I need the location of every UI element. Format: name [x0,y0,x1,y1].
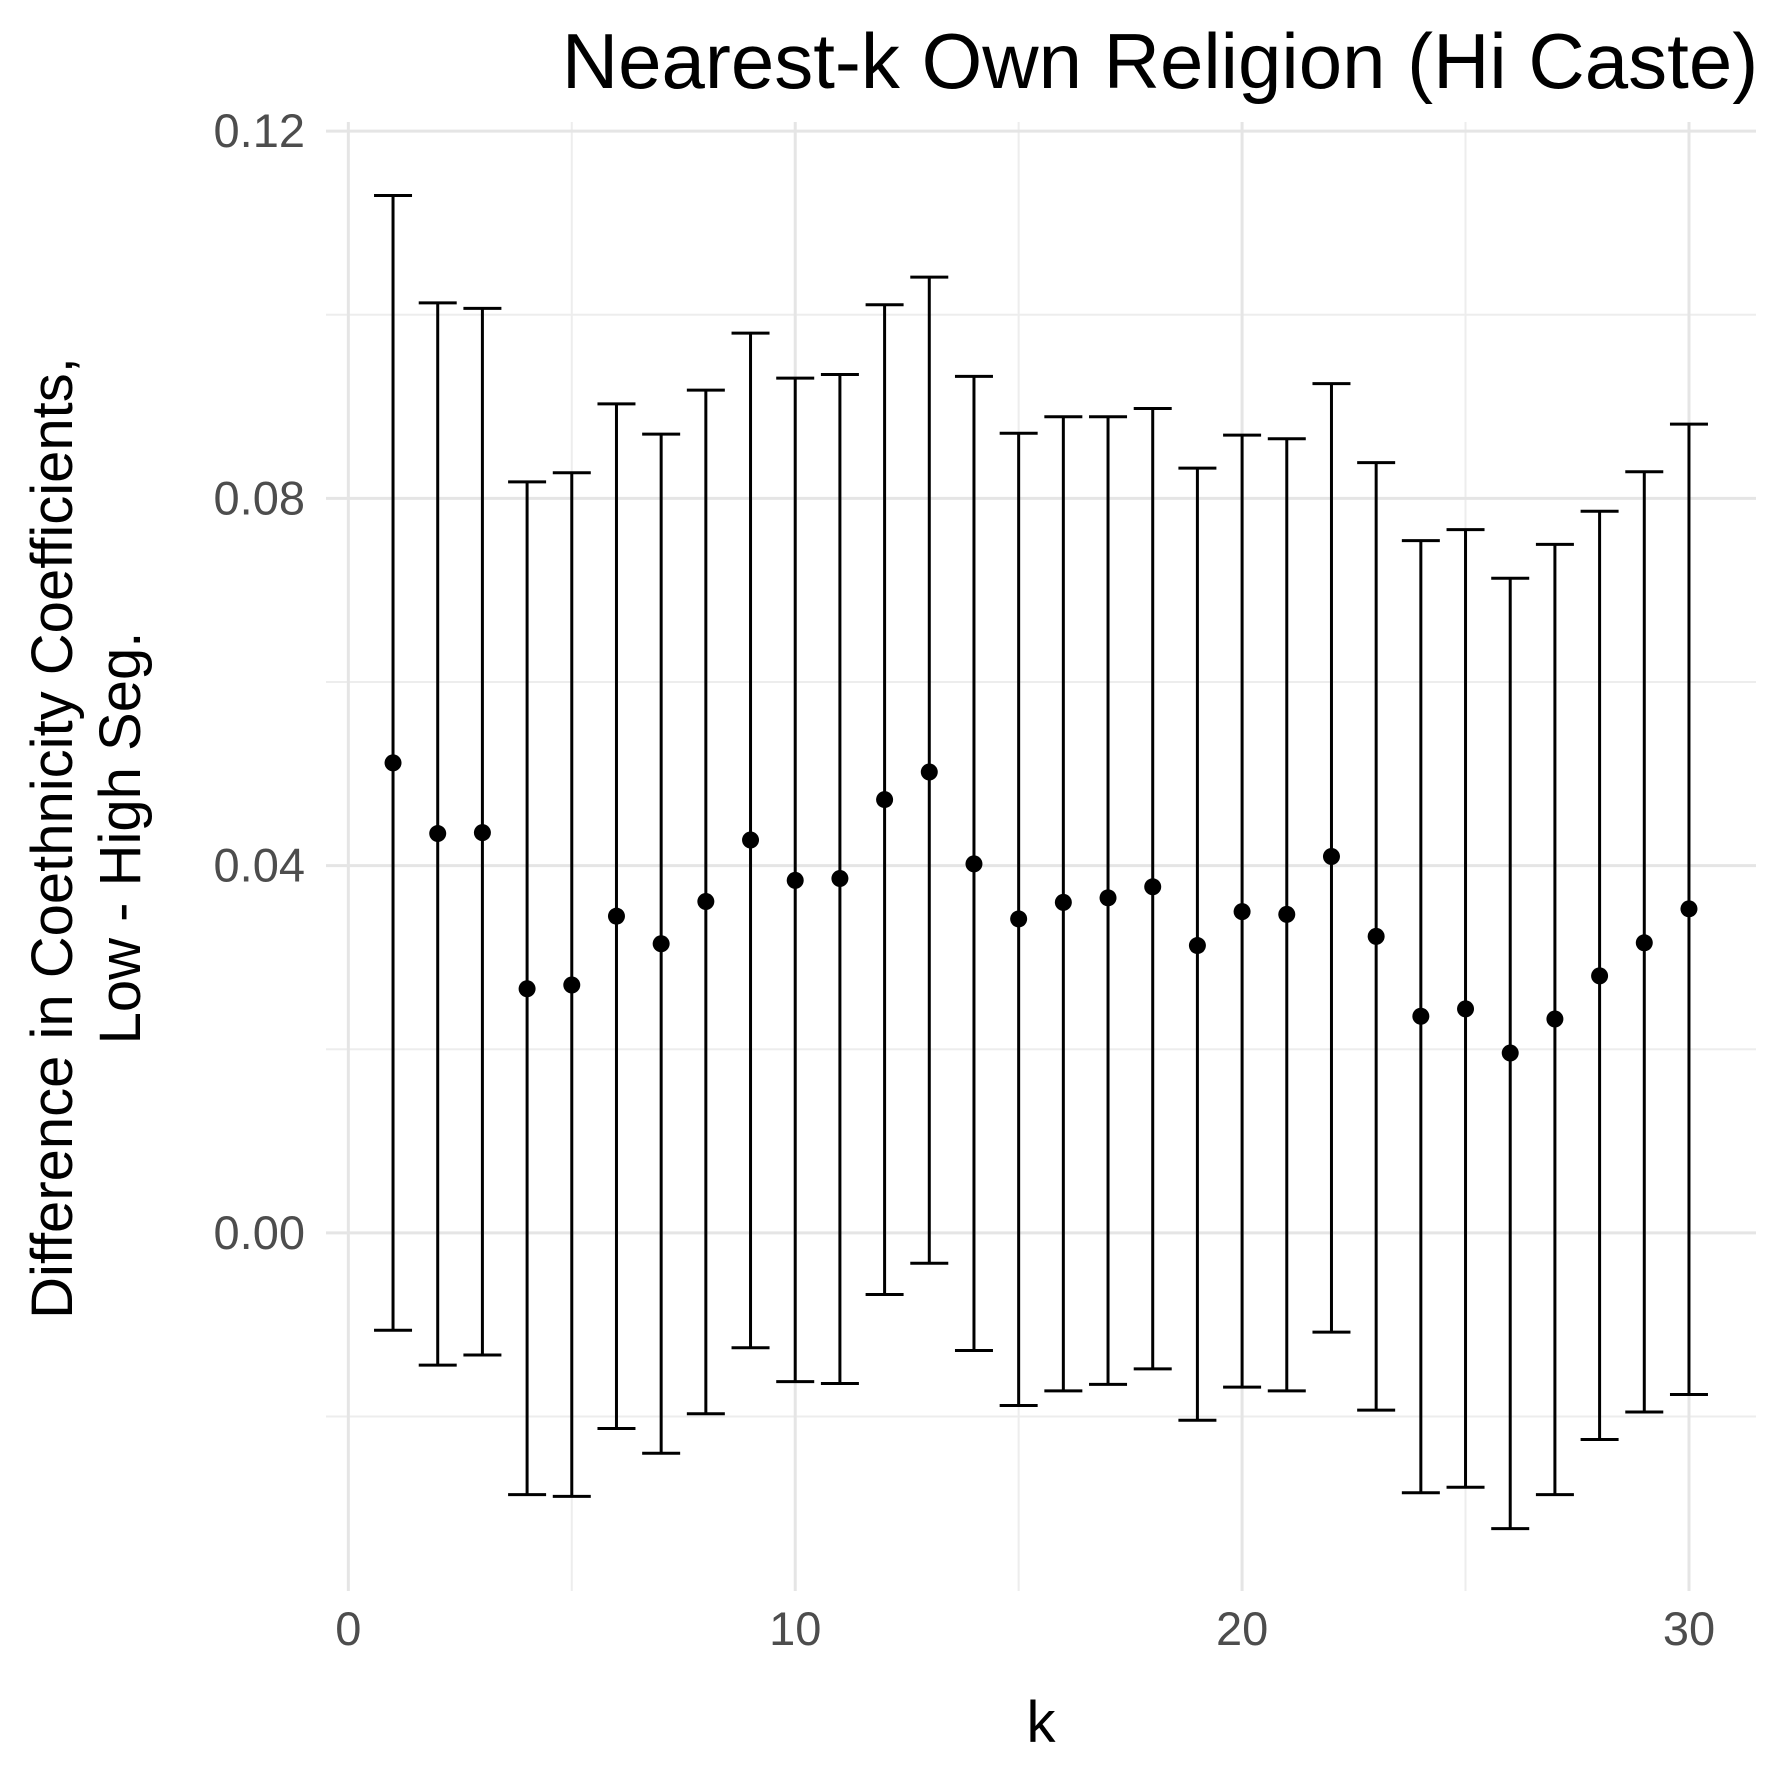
data-point [1233,903,1251,921]
data-point [1054,893,1072,911]
x-axis-title: k [1027,1690,1057,1755]
x-tick-label: 20 [1216,1602,1268,1655]
y-tick-label: 0.00 [214,1206,305,1259]
data-point [1010,910,1028,928]
data-point [607,907,625,925]
y-axis-title-line-1: Difference in Coethnicity Coefficients, [20,357,85,1319]
data-points [384,754,1698,1062]
data-point [920,763,938,781]
x-tick-label: 10 [769,1602,821,1655]
data-point [1635,934,1653,952]
y-tick-label: 0.12 [214,104,305,157]
data-point [786,871,804,889]
data-point [384,754,402,772]
data-point [965,855,983,873]
data-point [1546,1010,1564,1028]
data-point [1099,889,1117,907]
data-point [652,935,670,953]
data-point [1322,848,1340,865]
x-tick-label: 0 [335,1602,361,1655]
data-point [831,870,849,888]
y-tick-label: 0.04 [214,839,305,892]
data-point [1367,927,1385,945]
x-axis-ticks: 0 10 20 30 [335,1602,1715,1655]
data-point [1591,967,1609,985]
data-point [429,825,447,843]
data-point [1680,900,1698,918]
data-point [1501,1044,1519,1062]
data-point [1278,905,1296,923]
data-point [876,791,894,809]
data-point [563,976,581,994]
data-point [473,824,491,842]
y-axis-ticks: 0.00 0.04 0.08 0.12 [214,104,305,1259]
data-point [742,831,760,849]
data-point [697,892,715,910]
error-bars [374,193,1708,1531]
chart-title: Nearest-k Own Religion (Hi Caste) [562,17,1758,105]
data-point [518,980,536,998]
data-point [1144,878,1162,896]
data-point [1412,1007,1430,1025]
y-tick-label: 0.08 [214,471,305,524]
data-point [1457,1000,1475,1018]
grid [326,122,1756,1591]
y-axis-title-line-2: Low - High Seg. [88,632,153,1045]
x-tick-label: 30 [1663,1602,1715,1655]
data-point [1188,937,1206,955]
